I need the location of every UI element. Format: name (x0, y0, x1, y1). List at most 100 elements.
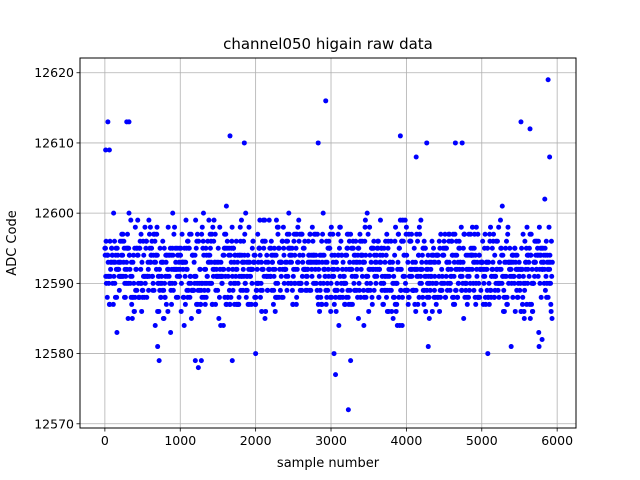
data-point (418, 273, 424, 279)
data-point (241, 238, 247, 244)
data-point (143, 238, 149, 244)
data-point (178, 308, 184, 314)
data-point (156, 266, 162, 272)
data-point (326, 238, 332, 244)
data-point (300, 252, 306, 258)
data-point (107, 273, 113, 279)
data-point (449, 238, 455, 244)
data-point (147, 231, 153, 237)
data-point (422, 245, 428, 251)
data-point (408, 238, 414, 244)
data-point (253, 301, 259, 307)
data-point (392, 252, 398, 258)
data-point (339, 252, 345, 258)
data-point (198, 301, 204, 307)
data-point (154, 224, 160, 230)
data-point (207, 245, 213, 251)
data-point (443, 245, 449, 251)
data-point (526, 273, 532, 279)
outlier-point (106, 147, 112, 153)
data-point (446, 259, 452, 265)
outlier-point (348, 358, 354, 364)
data-point (452, 301, 458, 307)
data-point (496, 294, 502, 300)
data-point (549, 315, 555, 321)
data-point (393, 224, 399, 230)
data-point (409, 231, 415, 237)
data-point (298, 280, 304, 286)
data-point (261, 245, 267, 251)
data-point (519, 266, 525, 272)
data-point (362, 224, 368, 230)
data-point (196, 238, 202, 244)
data-point (243, 294, 249, 300)
data-point (429, 308, 435, 314)
data-point (114, 245, 120, 251)
data-point (531, 280, 537, 286)
outlier-point (547, 154, 553, 160)
data-point (276, 245, 282, 251)
data-point (150, 273, 156, 279)
data-point (443, 294, 449, 300)
data-point (526, 259, 532, 265)
data-point (490, 259, 496, 265)
data-point (267, 266, 273, 272)
data-point (102, 245, 108, 251)
data-point (389, 308, 395, 314)
data-point (165, 308, 171, 314)
data-point (522, 287, 528, 293)
data-point (166, 273, 172, 279)
data-point (111, 273, 117, 279)
data-point (356, 287, 362, 293)
data-point (371, 287, 377, 293)
plot-frame (79, 57, 577, 429)
data-point (438, 231, 444, 237)
data-point (160, 238, 166, 244)
data-point (364, 210, 370, 216)
data-point (368, 280, 374, 286)
outlier-point (539, 337, 545, 343)
data-point (281, 245, 287, 251)
data-point (317, 287, 323, 293)
data-point (133, 266, 139, 272)
data-point (497, 259, 503, 265)
data-point (501, 308, 507, 314)
data-point (254, 266, 260, 272)
data-point (481, 280, 487, 286)
outlier-point (192, 358, 198, 364)
data-point (317, 308, 323, 314)
data-point (377, 217, 383, 223)
data-point (546, 224, 552, 230)
data-point (252, 252, 258, 258)
data-point (536, 330, 542, 336)
data-point (264, 252, 270, 258)
data-point (536, 224, 542, 230)
data-point (391, 273, 397, 279)
data-point (526, 245, 532, 251)
data-point (281, 252, 287, 258)
data-point (279, 259, 285, 265)
data-point (377, 266, 383, 272)
data-point (131, 308, 137, 314)
data-point (142, 224, 148, 230)
data-point (488, 224, 494, 230)
data-point (112, 280, 118, 286)
data-point (399, 294, 405, 300)
data-point (439, 266, 445, 272)
data-point (367, 252, 373, 258)
data-point (399, 322, 405, 328)
data-point (545, 294, 551, 300)
data-point (405, 287, 411, 293)
data-point (441, 252, 447, 258)
outlier-point (105, 119, 111, 125)
data-point (473, 224, 479, 230)
data-point (211, 217, 217, 223)
data-point (461, 315, 467, 321)
outlier-point (195, 365, 201, 371)
data-point (503, 245, 509, 251)
data-point (398, 266, 404, 272)
data-point (547, 252, 553, 258)
data-point (321, 252, 327, 258)
data-point (273, 217, 279, 223)
data-point (294, 294, 300, 300)
